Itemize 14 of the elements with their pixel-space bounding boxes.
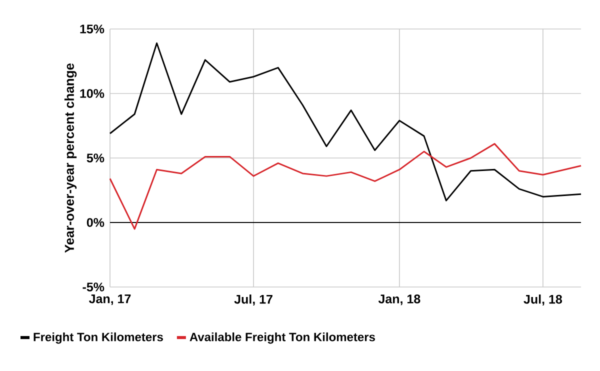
y-axis-title: Year-over-year percent change bbox=[64, 63, 77, 253]
legend-label: Available Freight Ton Kilometers bbox=[190, 332, 375, 344]
x-tick-label: Jan, 17 bbox=[89, 294, 131, 306]
y-tick-label: -5% bbox=[82, 282, 104, 292]
legend-label: Freight Ton Kilometers bbox=[34, 332, 163, 344]
y-tick-label: 0% bbox=[86, 218, 104, 227]
x-tick-label: Jan, 18 bbox=[378, 294, 420, 306]
y-tick-label: 10% bbox=[80, 89, 104, 98]
x-tick-label: Jul, 17 bbox=[234, 294, 272, 306]
line-series bbox=[109, 143, 582, 230]
x-tick-label: Jul, 18 bbox=[524, 294, 562, 306]
line-series bbox=[109, 42, 582, 202]
y-tick-label: 5% bbox=[86, 154, 104, 162]
y-tick-label: 15% bbox=[80, 24, 104, 34]
